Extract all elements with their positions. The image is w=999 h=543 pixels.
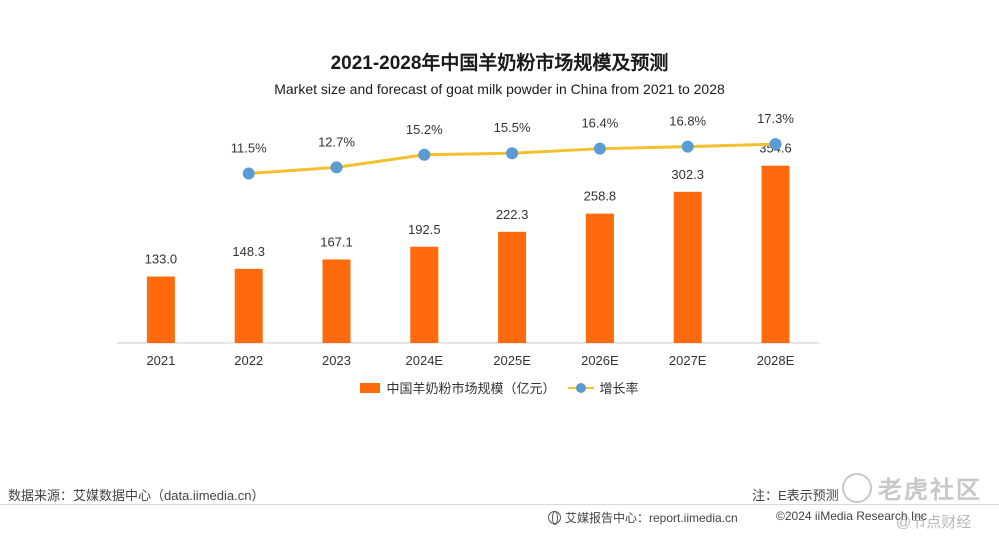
bar-2026E — [585, 213, 614, 343]
data-source-text: 数据来源：艾媒数据中心（data.iimedia.cn） — [8, 488, 265, 503]
bar-2025E — [498, 231, 527, 343]
chart-title: 2021-2028年中国羊奶粉市场规模及预测 — [330, 53, 669, 74]
x-tick-label-2025E: 2025E — [493, 353, 531, 368]
bar-2022 — [234, 268, 263, 343]
bar-label-2026E: 258.8 — [584, 189, 617, 204]
growth-label-2027E: 16.8% — [669, 114, 706, 129]
bar-2024E — [410, 246, 439, 343]
x-tick-label-2024E: 2024E — [406, 353, 444, 368]
footer-divider — [0, 504, 999, 505]
legend-swatch-bar — [360, 382, 381, 393]
x-tick-label-2026E: 2026E — [581, 353, 619, 368]
legend-swatch-line — [567, 382, 594, 394]
bar-label-2022: 148.3 — [232, 244, 265, 259]
growth-label-2023: 12.7% — [318, 134, 355, 149]
chart-subtitle: Market size and forecast of goat milk po… — [274, 81, 725, 97]
bar-label-2025E: 222.3 — [496, 207, 529, 222]
growth-label-2025E: 15.5% — [494, 120, 531, 135]
tiger-logo-icon — [842, 472, 872, 503]
growth-point-2023 — [330, 161, 343, 174]
legend-item-growth-rate: 增长率 — [567, 378, 639, 397]
bar-label-2023: 167.1 — [320, 234, 353, 249]
bar-label-2027E: 302.3 — [671, 167, 704, 182]
globe-icon — [548, 511, 561, 525]
growth-label-2022: 11.5% — [231, 140, 267, 155]
x-tick-label-2028E: 2028E — [757, 353, 795, 368]
bar-label-2024E: 192.5 — [408, 222, 441, 237]
growth-point-2027E — [681, 140, 694, 153]
x-tick-label-2023: 2023 — [322, 353, 351, 368]
x-tick-label-2021: 2021 — [146, 353, 175, 368]
chart-legend: 中国羊奶粉市场规模（亿元） 增长率 — [0, 378, 999, 397]
watermark-main: 老虎社区 — [842, 470, 982, 505]
bar-2021 — [146, 276, 175, 343]
x-tick-label-2027E: 2027E — [669, 353, 707, 368]
watermark-sub: @节点财经 — [896, 514, 972, 531]
watermark-main-text: 老虎社区 — [878, 477, 982, 504]
forecast-note: 注：E表示预测 — [752, 488, 839, 503]
growth-point-2022 — [242, 167, 255, 180]
legend-label-market-size: 中国羊奶粉市场规模（亿元） — [386, 381, 556, 396]
legend-item-market-size: 中国羊奶粉市场规模（亿元） — [360, 378, 556, 397]
growth-label-2024E: 15.2% — [406, 122, 443, 137]
bar-2028E — [761, 165, 790, 343]
growth-label-2026E: 16.4% — [581, 116, 618, 131]
legend-label-growth-rate: 增长率 — [599, 381, 639, 396]
growth-point-2026E — [593, 142, 606, 155]
growth-point-2024E — [418, 148, 431, 161]
bar-2027E — [673, 191, 702, 343]
report-center-text: 艾媒报告中心：report.iimedia.cn — [565, 511, 738, 525]
growth-point-2025E — [506, 147, 519, 160]
copyright-text: ©2024 iiMedia Research Inc — [776, 509, 927, 523]
x-tick-label-2022: 2022 — [234, 353, 263, 368]
growth-label-2028E: 17.3% — [757, 111, 794, 126]
growth-point-2028E — [769, 138, 782, 151]
bar-label-2021: 133.0 — [145, 252, 178, 267]
report-center-link[interactable]: 艾媒报告中心：report.iimedia.cn — [548, 509, 738, 526]
bar-2023 — [322, 259, 351, 343]
